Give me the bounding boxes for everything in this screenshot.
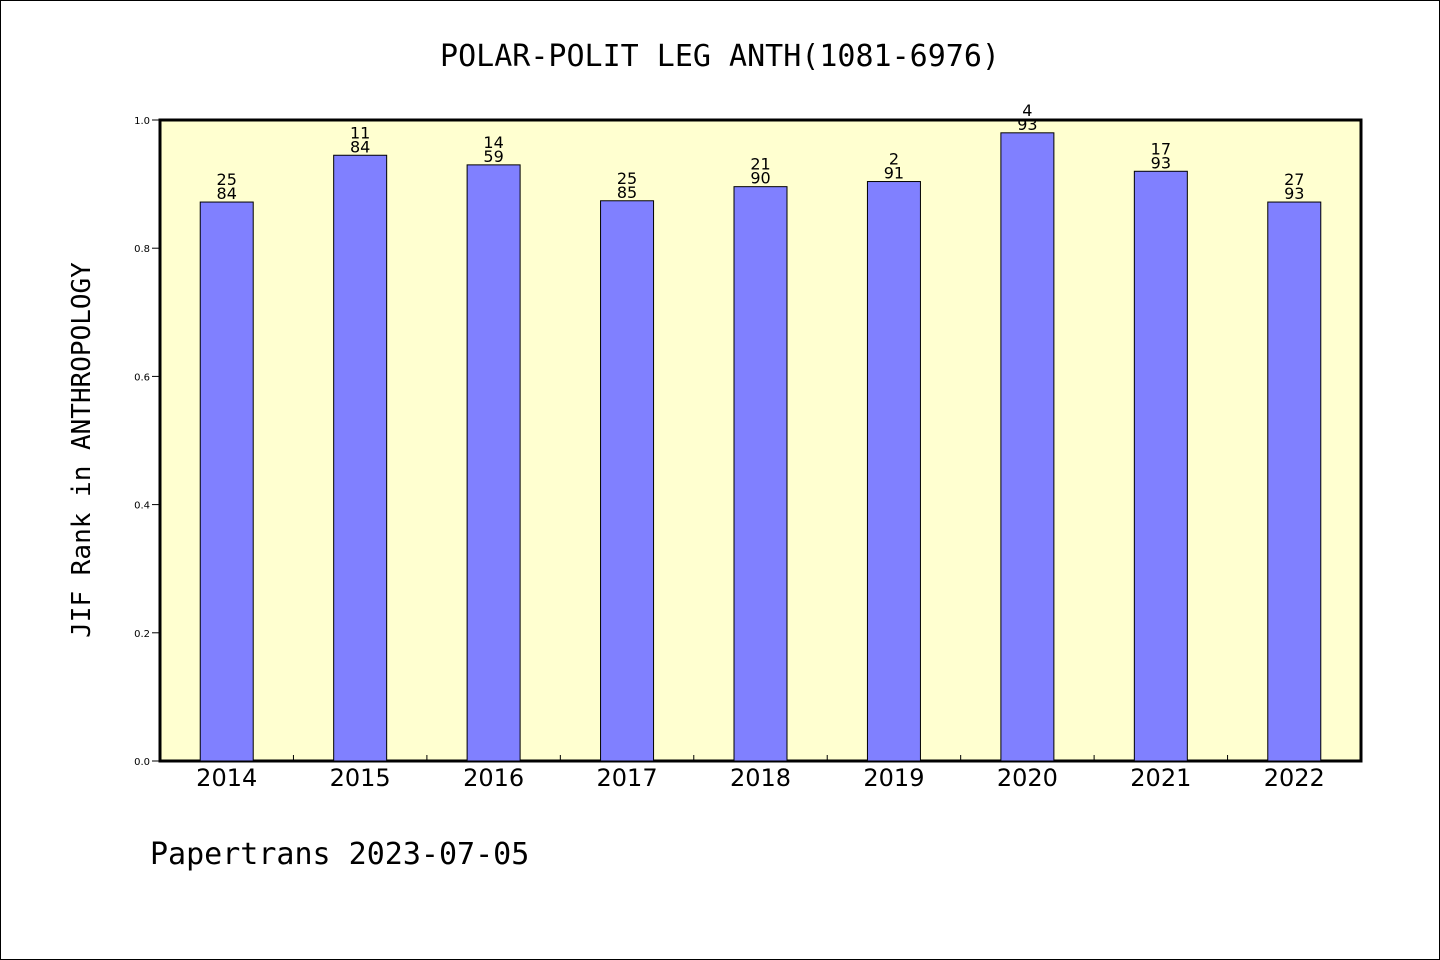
bar-2020: [1000, 132, 1055, 762]
y-tick-label: 0.8: [134, 244, 150, 255]
bar-total-label: 93: [1151, 153, 1171, 172]
x-axis: 2014 2015 2016 2017 2018 2019 2020 2021 2022: [196, 755, 1325, 792]
x-tick-label: 2017: [597, 764, 658, 792]
bar-2019: [866, 181, 921, 762]
bar-total-label: 90: [750, 169, 770, 188]
x-tick-label: 2020: [997, 764, 1058, 792]
bar-total-label: 93: [1284, 184, 1304, 203]
bar-2018: [733, 186, 788, 762]
x-tick-label: 2021: [1130, 764, 1191, 792]
x-tick-label: 2018: [730, 764, 791, 792]
bar-rank-label: 4: [1022, 101, 1032, 120]
x-tick-label: 2016: [463, 764, 524, 792]
y-axis-label: JIF Rank in ANTHROPOLOGY: [67, 262, 97, 638]
y-tick-label: 0.0: [134, 757, 150, 768]
x-tick-label: 2022: [1264, 764, 1325, 792]
y-tick-label: 0.6: [134, 372, 150, 383]
bar-2021: [1133, 170, 1188, 762]
y-tick-label: 0.2: [134, 629, 150, 640]
bar-rank-label: 21: [750, 155, 770, 174]
bar-total-label: 93: [1017, 115, 1037, 134]
bar-rank-label: 27: [1284, 170, 1304, 189]
bar-2014: [199, 201, 254, 762]
bar-rank-label: 25: [617, 169, 637, 188]
bar-total-label: 84: [217, 184, 237, 203]
bar-total-label: 84: [350, 137, 370, 156]
bar-rank-label: 17: [1151, 139, 1171, 158]
bar-2017: [600, 200, 655, 762]
footer-text: Papertrans 2023-07-05: [150, 837, 529, 872]
bar-2015: [333, 154, 388, 762]
y-tick-label: 0.4: [134, 501, 150, 512]
bar-total-label: 59: [483, 147, 503, 166]
bar-rank-label: 2: [889, 150, 899, 169]
bar-total-label: 91: [884, 164, 904, 183]
bar-rank-label: 25: [217, 170, 237, 189]
bar-total-label: 85: [617, 183, 637, 202]
x-tick-label: 2019: [863, 764, 924, 792]
bar-rank-label: 14: [483, 133, 503, 152]
bar-2016: [466, 164, 521, 762]
x-tick-label: 2014: [196, 764, 257, 792]
bar-rank-label: 11: [350, 123, 370, 142]
chart-title: POLAR-POLIT LEG ANTH(1081-6976): [440, 39, 1000, 74]
bar-2022: [1267, 201, 1322, 762]
x-tick-label: 2015: [330, 764, 391, 792]
y-axis: 0.0 0.2 0.4 0.6 0.8 1.0: [134, 116, 160, 768]
y-tick-label: 1.0: [134, 116, 150, 127]
